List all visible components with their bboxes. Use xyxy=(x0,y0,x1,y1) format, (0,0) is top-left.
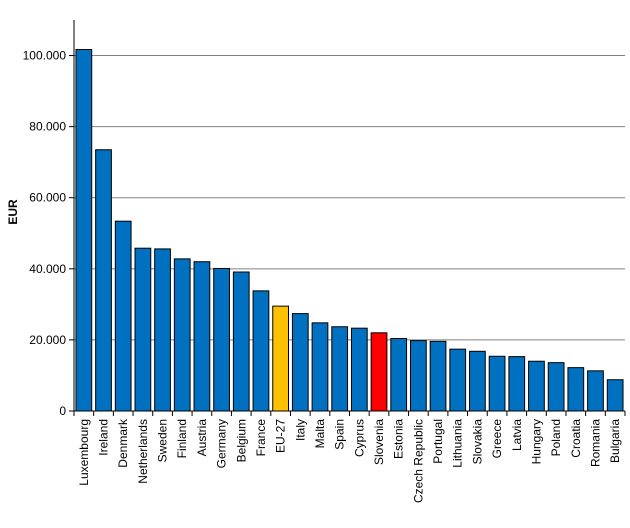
x-category-label: Netherlands xyxy=(136,419,150,484)
bar-luxembourg xyxy=(75,49,93,412)
x-category-label: Luxembourg xyxy=(77,419,91,486)
x-category-label: Ireland xyxy=(97,419,111,456)
x-category-label: Romania xyxy=(588,419,602,467)
x-category-label: Poland xyxy=(549,419,563,456)
bar-germany xyxy=(213,267,230,412)
bar-denmark xyxy=(114,220,132,412)
bar-romania xyxy=(587,370,604,412)
x-category-label: Croatia xyxy=(569,419,583,458)
x-category-label: Germany xyxy=(215,419,229,468)
bars xyxy=(75,49,624,412)
y-tick-label: 80.000 xyxy=(29,120,66,134)
x-category-label: Lithuania xyxy=(451,419,465,468)
x-category-labels: Luxembourg Ireland Denmark Netherlands Swede… xyxy=(77,418,622,503)
bar-croatia xyxy=(567,367,585,412)
bar-eu-27 xyxy=(272,305,289,412)
bar-ireland xyxy=(95,149,112,412)
axes xyxy=(69,20,626,416)
bar-finland xyxy=(173,258,191,412)
y-axis-title: EUR xyxy=(6,199,20,225)
bar-belgium xyxy=(232,271,250,412)
bar-malta xyxy=(311,322,329,412)
bar-netherlands xyxy=(134,247,152,412)
bar-slovakia xyxy=(469,350,486,412)
y-tick-label: 60.000 xyxy=(29,191,66,205)
x-category-label: Portugal xyxy=(431,419,445,464)
x-category-label: Slovakia xyxy=(470,419,484,465)
bar-italy xyxy=(291,313,309,412)
bar-portugal xyxy=(429,340,447,412)
x-category-label: Slovenia xyxy=(372,419,386,465)
bar-estonia xyxy=(390,337,408,412)
y-tick-label: 40.000 xyxy=(29,262,66,276)
bar-lithuania xyxy=(449,348,467,412)
x-category-label: Sweden xyxy=(156,419,170,462)
bar-austria xyxy=(193,261,211,412)
x-category-label: Belgium xyxy=(234,419,248,462)
x-category-label: Estonia xyxy=(392,419,406,459)
x-category-label: Italy xyxy=(293,419,307,441)
x-category-label: Austria xyxy=(195,419,209,457)
x-category-label: Malta xyxy=(313,419,327,449)
x-category-label: France xyxy=(254,419,268,457)
x-category-label: Latvia xyxy=(510,419,524,451)
x-category-label: Denmark xyxy=(116,418,130,468)
y-tick-label: 20.000 xyxy=(29,333,66,347)
y-tick-label: 0 xyxy=(59,404,66,418)
bar-latvia xyxy=(508,356,526,412)
x-category-label: Czech Republic xyxy=(411,419,425,503)
bar-hungary xyxy=(528,360,545,412)
bar-cyprus xyxy=(350,327,368,412)
bar-sweden xyxy=(154,248,171,412)
y-tick-labels: 0 20.000 40.000 60.000 80.000 100.000 xyxy=(23,49,67,418)
x-category-label: Bulgaria xyxy=(608,419,622,463)
bar-france xyxy=(252,290,270,412)
x-category-label: Spain xyxy=(333,419,347,450)
x-category-label: EU-27 xyxy=(274,419,288,453)
bar-greece xyxy=(488,355,506,412)
bar-poland xyxy=(547,362,565,412)
y-tick-label: 100.000 xyxy=(23,49,67,63)
bar-slovenia xyxy=(370,332,388,412)
bar-bulgaria xyxy=(606,379,624,412)
x-category-label: Hungary xyxy=(529,419,543,464)
x-category-label: Finland xyxy=(175,419,189,458)
bar-czech-republic xyxy=(410,340,427,412)
x-category-label: Cyprus xyxy=(352,419,366,457)
bar-spain xyxy=(331,326,349,412)
x-category-label: Greece xyxy=(490,419,504,459)
